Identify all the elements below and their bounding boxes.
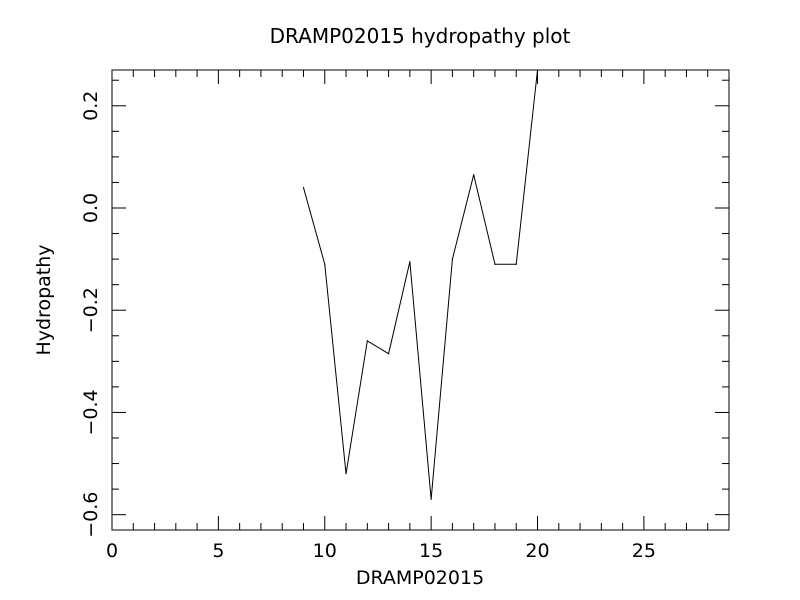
data-point [387, 353, 390, 355]
x-tick-label: 10 [313, 540, 337, 562]
x-axis-label: DRAMP02015 [356, 567, 484, 589]
axis-ticks [111, 70, 730, 530]
x-tick-label: 0 [106, 540, 118, 562]
y-tick-label: 0.2 [80, 91, 102, 121]
data-point [430, 498, 432, 500]
y-tick-label: −0.2 [80, 287, 102, 333]
data-point [536, 69, 539, 71]
series-line [303, 69, 539, 500]
x-tick-label: 20 [525, 540, 549, 562]
series-group [302, 69, 539, 500]
y-tick-label: −0.6 [80, 492, 102, 538]
y-axis-label: Hydropathy [33, 244, 55, 355]
tick-labels: 0 5 10 15 20 25 −0.6 −0.4 −0.2 0.0 0.2 [80, 91, 656, 562]
chart-title: DRAMP02015 hydropathy plot [270, 24, 571, 48]
data-point [345, 473, 347, 475]
x-tick-label: 15 [419, 540, 443, 562]
plot-frame [111, 69, 730, 531]
data-point [302, 186, 305, 189]
data-point [451, 258, 454, 260]
y-tick-label: −0.4 [80, 389, 102, 435]
data-point [324, 263, 326, 265]
data-point [366, 340, 368, 342]
x-tick-label: 5 [212, 540, 224, 562]
x-tick-label: 25 [632, 540, 656, 562]
data-point [409, 261, 411, 263]
data-point [515, 263, 517, 265]
data-point [473, 174, 475, 176]
y-tick-label: 0.0 [80, 193, 102, 223]
data-point [494, 263, 496, 265]
